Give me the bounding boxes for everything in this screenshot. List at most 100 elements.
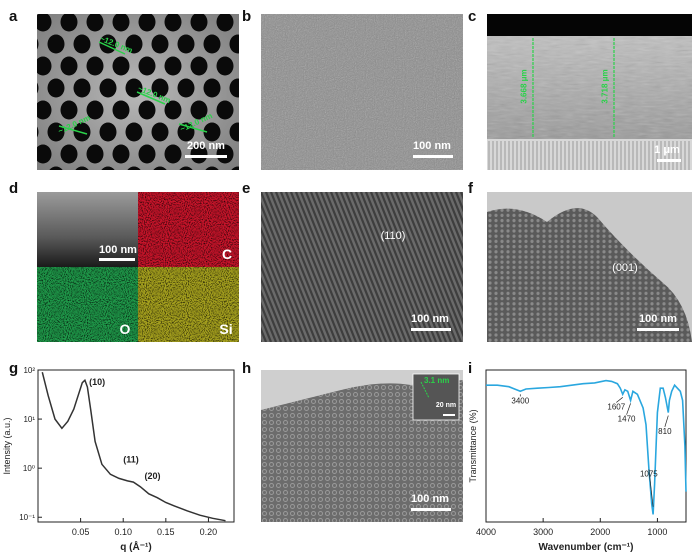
lattice-fringe	[319, 192, 383, 342]
x-tick-label: 0.20	[200, 527, 218, 537]
pore	[112, 56, 130, 76]
peak-annotation: 1607	[607, 403, 625, 412]
saxs-curve	[41, 372, 226, 522]
scale-text-f: 100 nm	[639, 313, 677, 325]
pore	[229, 122, 239, 142]
lattice-fringe	[364, 192, 428, 342]
lattice-fringe	[419, 192, 463, 300]
pore	[60, 14, 78, 32]
pore	[177, 78, 195, 98]
x-axis-label: Wavenumber (cm⁻¹)	[539, 542, 634, 553]
pore	[37, 14, 52, 32]
pore	[73, 78, 91, 98]
lattice-fringe	[274, 192, 338, 342]
pore	[75, 166, 89, 170]
y-tick-label: 10¹	[23, 415, 35, 424]
pore	[138, 14, 156, 32]
lattice-fringe	[404, 192, 463, 338]
pore	[216, 100, 234, 120]
scale-text-h: 100 nm	[411, 493, 449, 505]
pore	[73, 34, 91, 54]
pore	[151, 34, 169, 54]
panel-label-a: a	[9, 8, 18, 25]
pore	[86, 144, 104, 164]
scale-text-b: 100 nm	[413, 140, 451, 152]
inset-scale-text: 20 nm	[435, 402, 457, 409]
pore	[138, 144, 156, 164]
pore	[37, 100, 52, 120]
pore	[190, 144, 208, 164]
pore	[47, 78, 65, 98]
lattice-fringe	[324, 192, 388, 342]
pore	[190, 14, 208, 32]
lattice-fringe	[394, 192, 458, 342]
pore	[151, 122, 169, 142]
lattice-fringe	[269, 192, 333, 342]
element-label-o: O	[119, 321, 131, 337]
pore	[112, 100, 130, 120]
pore	[216, 56, 234, 76]
eds-maps-d: 100 nm C O Si	[37, 192, 239, 342]
x-tick-label: 4000	[476, 527, 496, 537]
lattice-fringe	[261, 214, 313, 342]
lattice-fringe	[439, 192, 463, 250]
tem-image-e: (110) 100 nm	[261, 192, 463, 342]
panel-label-b: b	[242, 8, 252, 25]
scale-bar-e	[411, 328, 451, 331]
peak-annotation: (11)	[123, 455, 139, 465]
pore	[151, 78, 169, 98]
lattice-fringe	[261, 251, 298, 342]
lattice-fringe	[309, 192, 373, 342]
lattice-fringe	[354, 192, 418, 342]
lattice-fringe	[261, 192, 323, 342]
scale-bar-a	[185, 155, 227, 158]
pore	[60, 56, 78, 76]
pore	[205, 166, 219, 170]
y-tick-label: 10²	[23, 366, 35, 375]
element-label-si: Si	[219, 321, 233, 337]
pore	[164, 144, 182, 164]
pore	[138, 100, 156, 120]
pore	[47, 34, 65, 54]
ftir-curve	[486, 379, 687, 515]
tem-image-h: 3.1 nm 20 nm 100 nm	[261, 370, 463, 522]
pore	[153, 166, 167, 170]
lattice-fringe	[261, 201, 318, 342]
pore	[190, 56, 208, 76]
panel-label-e: e	[242, 180, 251, 197]
lattice-fringe	[334, 192, 398, 342]
element-label-c: C	[221, 246, 233, 262]
lattice-fringe	[379, 192, 443, 342]
lattice-fringe	[279, 192, 343, 342]
ftir-chart: 4000 3000 2000 1000 Wavenumber (cm⁻¹) Transmi…	[468, 369, 687, 553]
lattice-fringe	[389, 192, 453, 342]
pore	[60, 144, 78, 164]
lattice-fringe	[374, 192, 438, 342]
x-tick-label: 0.10	[114, 527, 132, 537]
scale-text-d: 100 nm	[99, 244, 137, 256]
lattice-fringe	[304, 192, 368, 342]
lattice-fringe	[264, 192, 328, 342]
x-tick-label: 0.05	[72, 527, 90, 537]
pore	[86, 100, 104, 120]
pore	[37, 126, 39, 138]
pore	[164, 56, 182, 76]
inset-scale-bar	[443, 414, 455, 416]
pore	[47, 122, 65, 142]
panel-label-c: c	[468, 8, 477, 25]
lattice-fringe	[429, 192, 463, 275]
panel-label-h: h	[242, 360, 252, 377]
y-axis-label: Intensity (a.u.)	[2, 417, 12, 474]
lattice-fringe	[261, 226, 308, 342]
scale-bar-f	[637, 328, 679, 331]
pore	[49, 166, 63, 170]
pore	[231, 166, 239, 170]
x-tick-label: 0.15	[157, 527, 175, 537]
lattice-fringe	[329, 192, 393, 342]
plot-frame	[485, 369, 687, 523]
lattice-fringe	[414, 192, 463, 313]
panel-label-f: f	[468, 180, 473, 197]
lattice-fringe	[409, 192, 463, 325]
x-tick-label: 1000	[647, 527, 667, 537]
pore	[99, 78, 117, 98]
